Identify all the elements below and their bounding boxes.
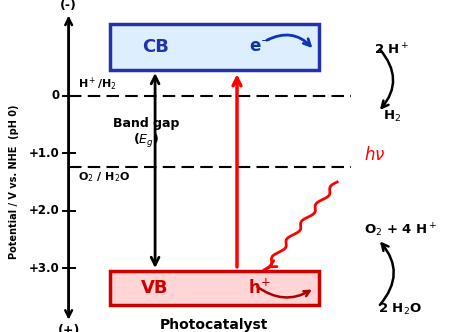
Text: 2 H$_2$O: 2 H$_2$O <box>378 302 422 317</box>
Text: h$^{+}$: h$^{+}$ <box>248 279 271 298</box>
Text: +1.0: +1.0 <box>29 147 60 160</box>
Text: +2.0: +2.0 <box>29 204 60 217</box>
Text: O$_2$ / H$_2$O: O$_2$ / H$_2$O <box>78 171 130 184</box>
Text: Band gap
($E_g$): Band gap ($E_g$) <box>113 117 179 150</box>
Text: e$^{-}$: e$^{-}$ <box>249 38 271 56</box>
Text: $h\nu$: $h\nu$ <box>365 146 386 164</box>
Text: Potential / V vs. NHE  (pH 0): Potential / V vs. NHE (pH 0) <box>9 105 19 259</box>
Text: +3.0: +3.0 <box>29 262 60 275</box>
Text: CB: CB <box>142 38 169 56</box>
Text: (-): (-) <box>60 0 77 12</box>
Text: H$_2$: H$_2$ <box>383 109 401 124</box>
Text: VB: VB <box>141 279 169 297</box>
Text: 0: 0 <box>51 90 60 103</box>
Bar <box>109 24 319 70</box>
Text: 2 H$^+$: 2 H$^+$ <box>374 42 409 58</box>
Bar <box>109 271 319 305</box>
Text: Photocatalyst: Photocatalyst <box>160 318 268 332</box>
Text: H$^+$/H$_2$: H$^+$/H$_2$ <box>78 76 117 93</box>
Text: (+): (+) <box>57 324 80 332</box>
Text: O$_2$ + 4 H$^+$: O$_2$ + 4 H$^+$ <box>365 222 438 239</box>
